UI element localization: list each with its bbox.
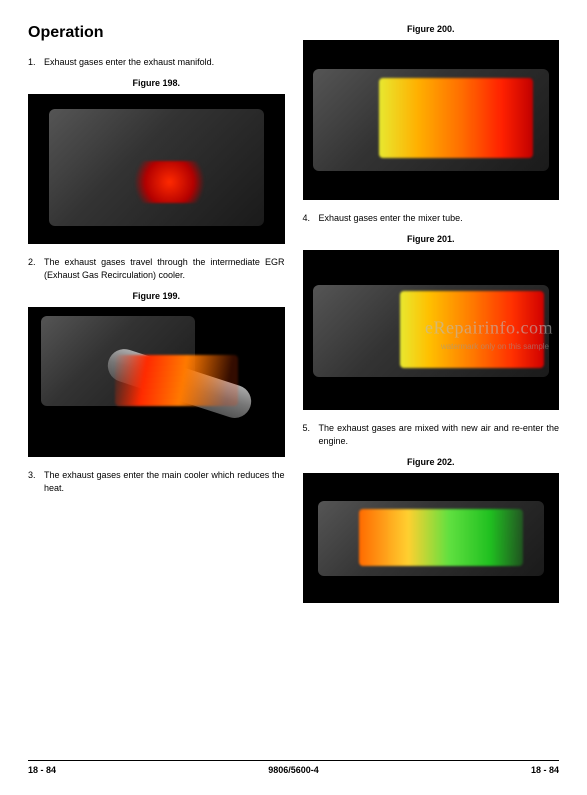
figure-201-label: Figure 201. — [303, 234, 560, 244]
step-1: 1. Exhaust gases enter the exhaust manif… — [28, 56, 285, 70]
step-2-number: 2. — [28, 256, 44, 283]
footer-doc-number: 9806/5600-4 — [268, 765, 319, 775]
right-column: Figure 200. 4. Exhaust gases enter the m… — [303, 24, 560, 730]
figure-200 — [303, 40, 560, 200]
figure-198-label: Figure 198. — [28, 78, 285, 88]
step-4-number: 4. — [303, 212, 319, 226]
step-5-text: The exhaust gases are mixed with new air… — [319, 422, 560, 449]
footer-page-right: 18 - 84 — [531, 765, 559, 775]
figure-202 — [303, 473, 560, 603]
step-5-number: 5. — [303, 422, 319, 449]
step-3-number: 3. — [28, 469, 44, 496]
step-3-text: The exhaust gases enter the main cooler … — [44, 469, 285, 496]
figure-198 — [28, 94, 285, 244]
page-footer: 18 - 84 9806/5600-4 18 - 84 — [28, 760, 559, 775]
figure-199-label: Figure 199. — [28, 291, 285, 301]
figure-202-label: Figure 202. — [303, 457, 560, 467]
figure-200-label: Figure 200. — [303, 24, 560, 34]
step-2: 2. The exhaust gases travel through the … — [28, 256, 285, 283]
page-body: Operation 1. Exhaust gases enter the exh… — [0, 0, 587, 730]
step-3: 3. The exhaust gases enter the main cool… — [28, 469, 285, 496]
step-2-text: The exhaust gases travel through the int… — [44, 256, 285, 283]
section-heading: Operation — [28, 24, 285, 42]
step-5: 5. The exhaust gases are mixed with new … — [303, 422, 560, 449]
figure-199 — [28, 307, 285, 457]
left-column: Operation 1. Exhaust gases enter the exh… — [28, 24, 285, 730]
step-4-text: Exhaust gases enter the mixer tube. — [319, 212, 560, 226]
step-1-text: Exhaust gases enter the exhaust manifold… — [44, 56, 285, 70]
footer-page-left: 18 - 84 — [28, 765, 56, 775]
figure-201: eRepairinfo.com watermark only on this s… — [303, 250, 560, 410]
step-1-number: 1. — [28, 56, 44, 70]
step-4: 4. Exhaust gases enter the mixer tube. — [303, 212, 560, 226]
